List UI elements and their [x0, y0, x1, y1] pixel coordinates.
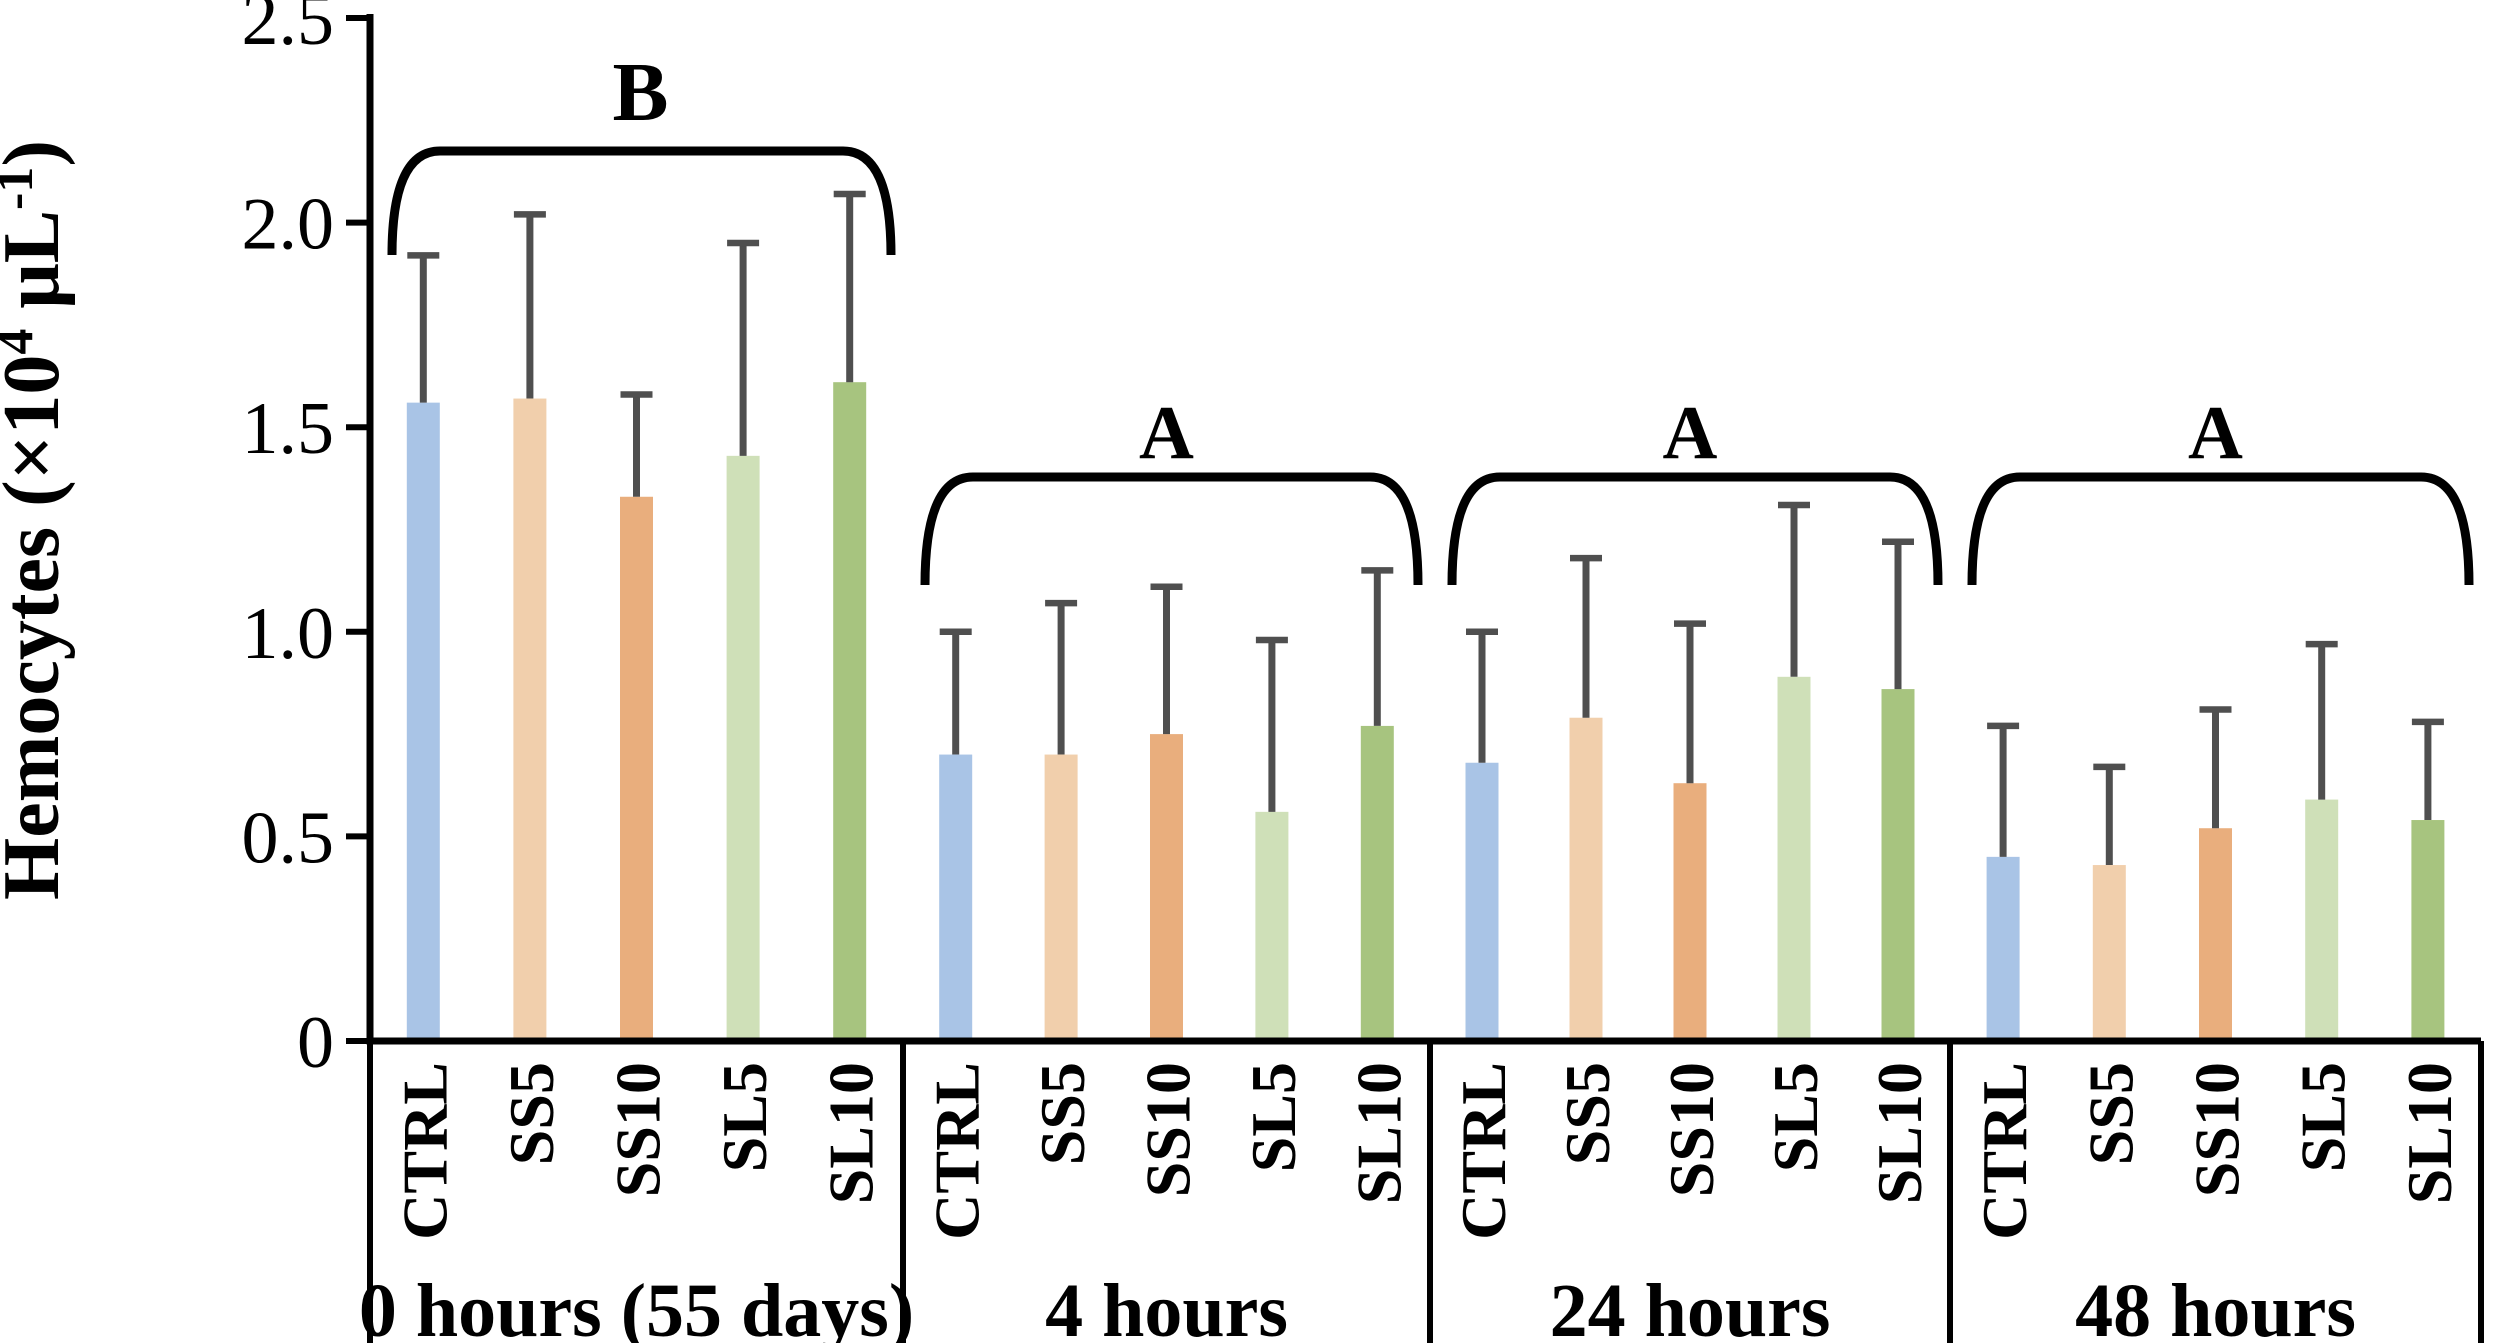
bar-sl10-group4: [2411, 820, 2445, 1041]
bar-ctrl-group4: [1986, 856, 2020, 1041]
x-category-label: CTRL: [1969, 1062, 2040, 1240]
x-category-label: SS5: [1552, 1062, 1623, 1165]
y-tick-label: 0: [297, 1002, 334, 1084]
significance-bracket: [920, 472, 1423, 586]
y-tick-label: 1.0: [242, 593, 335, 675]
x-category-label: SL10: [816, 1062, 887, 1204]
significance-bracket: [1447, 472, 1943, 586]
bar-ss10-group1: [620, 496, 653, 1041]
bar-ss5-group1: [513, 398, 547, 1041]
bar-sl10-group2: [1360, 725, 1394, 1041]
x-category-label: SS10: [1656, 1062, 1727, 1197]
x-category-label: SL5: [709, 1062, 780, 1172]
group-label: 48 hours: [2075, 1269, 2356, 1343]
significance-letter: B: [612, 46, 668, 139]
x-category-label: SL10: [2394, 1062, 2465, 1204]
y-tick-label: 2.5: [242, 0, 335, 61]
y-tick-label: 1.5: [242, 388, 335, 470]
y-axis-title-text: ): [0, 140, 76, 167]
bar-ss10-group2: [1150, 734, 1183, 1041]
bar-sl5-group1: [726, 455, 760, 1041]
bar-ss5-group3: [1569, 717, 1603, 1041]
bar-sl5-group4: [2305, 799, 2339, 1041]
x-category-label: SL10: [1343, 1062, 1414, 1204]
significance-bracket: [1967, 472, 2474, 586]
group-label: 24 hours: [1550, 1269, 1831, 1343]
x-category-label: SL10: [1864, 1062, 1935, 1204]
bar-ctrl-group2: [939, 754, 973, 1041]
x-category-label: CTRL: [1448, 1062, 1519, 1240]
group-label: 4 hours: [1045, 1269, 1288, 1343]
x-category-label: SS10: [1133, 1062, 1204, 1197]
group-label: 0 hours (55 days): [359, 1269, 914, 1343]
bar-sl5-group2: [1255, 811, 1289, 1041]
bar-sl10-group3: [1881, 689, 1915, 1041]
bar-ss5-group2: [1044, 754, 1078, 1041]
y-axis-title-text: μL: [0, 210, 76, 329]
y-axis-title-superscript: -1: [0, 167, 44, 210]
x-category-label: SS10: [603, 1062, 674, 1197]
x-category-label: SL5: [1238, 1062, 1309, 1172]
significance-letter: A: [1139, 391, 1194, 475]
y-tick-label: 2.0: [242, 184, 335, 266]
significance-bracket: [387, 146, 896, 256]
y-axis-title-text: Hemocytes (×10: [0, 355, 76, 900]
bar-sl10-group1: [833, 382, 867, 1041]
x-category-label: CTRL: [389, 1062, 460, 1240]
bar-ss10-group3: [1673, 783, 1707, 1041]
bar-ctrl-group3: [1465, 762, 1499, 1041]
bar-ss5-group4: [2092, 865, 2126, 1041]
x-category-label: SS10: [2182, 1062, 2253, 1197]
x-category-label: SS5: [1027, 1062, 1098, 1165]
bar-ss10-group4: [2199, 828, 2232, 1041]
y-axis-title: Hemocytes (×104 μL-1): [0, 140, 76, 900]
bar-sl5-group3: [1777, 676, 1811, 1041]
significance-letter: A: [1663, 391, 1718, 475]
x-category-label: SL5: [1760, 1062, 1831, 1172]
bar-ctrl-group1: [406, 402, 440, 1041]
x-category-label: CTRL: [922, 1062, 993, 1240]
x-category-label: SS5: [496, 1062, 567, 1165]
y-tick-label: 0.5: [242, 797, 335, 879]
y-axis-title-superscript: 4: [0, 329, 44, 355]
significance-letter: A: [2188, 391, 2243, 475]
x-category-label: SL5: [2288, 1062, 2359, 1172]
x-category-label: SS5: [2075, 1062, 2146, 1165]
